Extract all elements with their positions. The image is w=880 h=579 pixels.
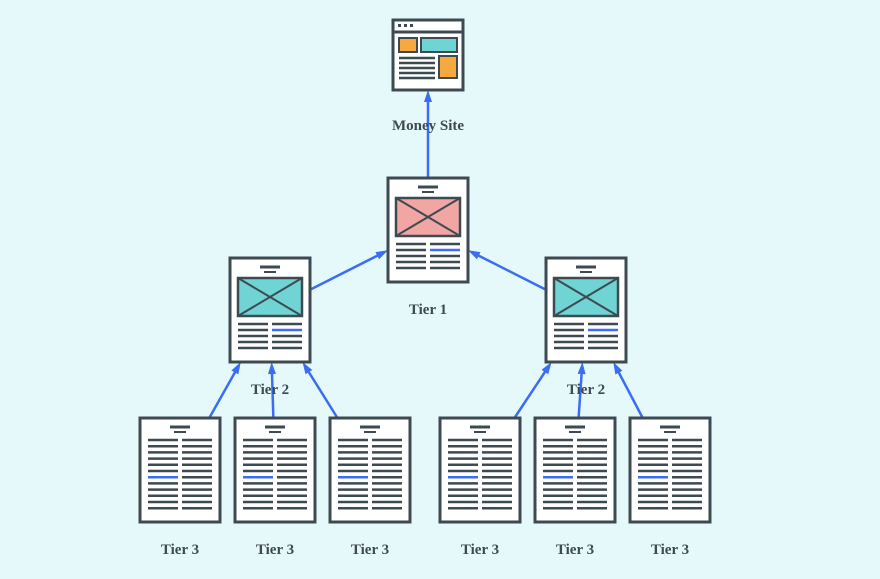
tier3_5-label: Tier 3 [556, 542, 594, 559]
tier3_1-label: Tier 3 [161, 542, 199, 559]
arrow-head [424, 90, 432, 102]
tier2_right-label: Tier 2 [567, 382, 605, 399]
arrow-head [268, 362, 276, 374]
tier3_2-label: Tier 3 [256, 542, 294, 559]
arrow-head [613, 362, 622, 374]
arrow [617, 368, 643, 418]
tier2_left-label: Tier 2 [251, 382, 289, 399]
arrow-head [375, 250, 388, 259]
money_site-label: Money Site [392, 118, 464, 135]
tier1-label: Tier 1 [409, 302, 447, 319]
arrow-head [542, 362, 552, 374]
diagram-canvas [0, 0, 880, 579]
arrow [209, 368, 237, 418]
arrow [306, 368, 337, 418]
arrow-head [303, 362, 313, 374]
arrow-head [468, 250, 481, 259]
tier3_3-label: Tier 3 [351, 542, 389, 559]
arrow-head [578, 362, 586, 374]
arrow [474, 254, 546, 290]
tier3_6-label: Tier 3 [651, 542, 689, 559]
arrow [310, 254, 382, 290]
arrow-head [231, 362, 240, 374]
tier3_4-label: Tier 3 [461, 542, 499, 559]
arrow [514, 368, 547, 418]
